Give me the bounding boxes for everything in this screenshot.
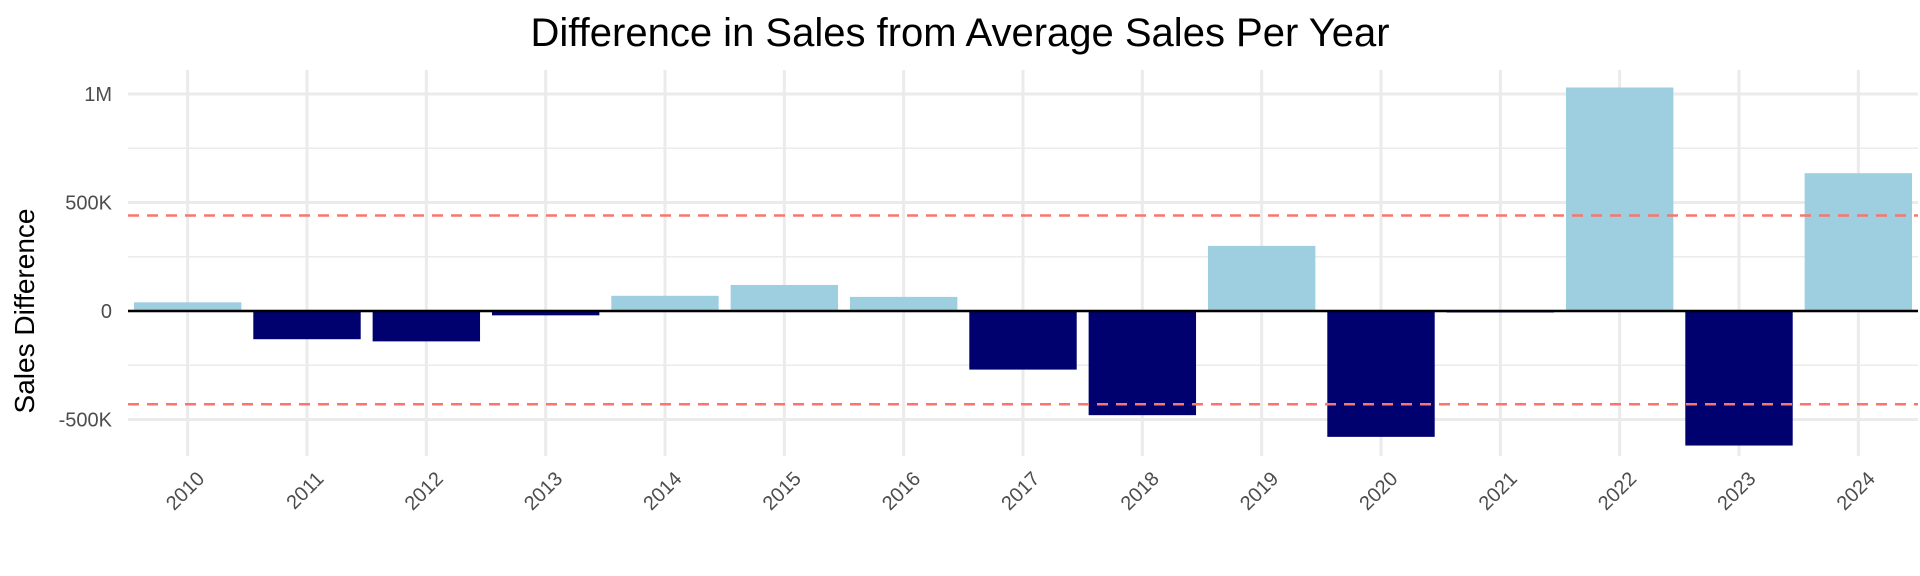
bar — [1327, 311, 1435, 437]
y-tick-label: 1M — [84, 84, 112, 106]
bar — [730, 284, 839, 311]
bars — [133, 87, 1913, 446]
bar — [253, 311, 361, 340]
x-tick-label: 2018 — [1117, 468, 1164, 515]
x-tick-label: 2020 — [1355, 468, 1402, 515]
y-tick-label: -500K — [59, 410, 113, 432]
x-tick-label: 2017 — [997, 468, 1044, 515]
x-tick-label: 2013 — [520, 468, 567, 515]
bar — [491, 311, 600, 316]
bar — [969, 311, 1077, 370]
bar — [133, 302, 242, 311]
bar — [1685, 311, 1793, 446]
y-tick-label: 500K — [65, 193, 112, 215]
x-tick-label: 2010 — [162, 468, 209, 515]
bar — [611, 295, 719, 311]
bar — [1565, 87, 1674, 312]
x-tick-label: 2016 — [878, 468, 925, 515]
bar — [372, 311, 481, 342]
reference-lines — [128, 214, 1918, 406]
x-tick-label: 2019 — [1236, 468, 1283, 515]
x-tick-labels: 2010 2011 2012 2013 2014 2015 2016 2017 2018 2019… — [162, 468, 1880, 515]
x-tick-label: 2023 — [1713, 468, 1760, 515]
bar — [1804, 173, 1913, 311]
y-tick-labels: 1M 500K 0 -500K — [59, 84, 113, 432]
y-axis-label: Sales Difference — [9, 209, 40, 414]
x-tick-label: 2011 — [282, 468, 328, 514]
x-tick-label: 2022 — [1594, 468, 1641, 515]
x-tick-label: 2015 — [759, 468, 806, 515]
bar — [1207, 245, 1316, 311]
bar — [1088, 311, 1197, 416]
chart-title: Difference in Sales from Average Sales P… — [530, 11, 1389, 55]
x-tick-label: 2014 — [639, 468, 686, 515]
x-tick-label: 2024 — [1833, 468, 1880, 515]
x-tick-label: 2012 — [401, 468, 448, 515]
x-tick-label: 2021 — [1475, 468, 1522, 515]
bar — [849, 296, 958, 311]
y-tick-label: 0 — [101, 301, 112, 323]
